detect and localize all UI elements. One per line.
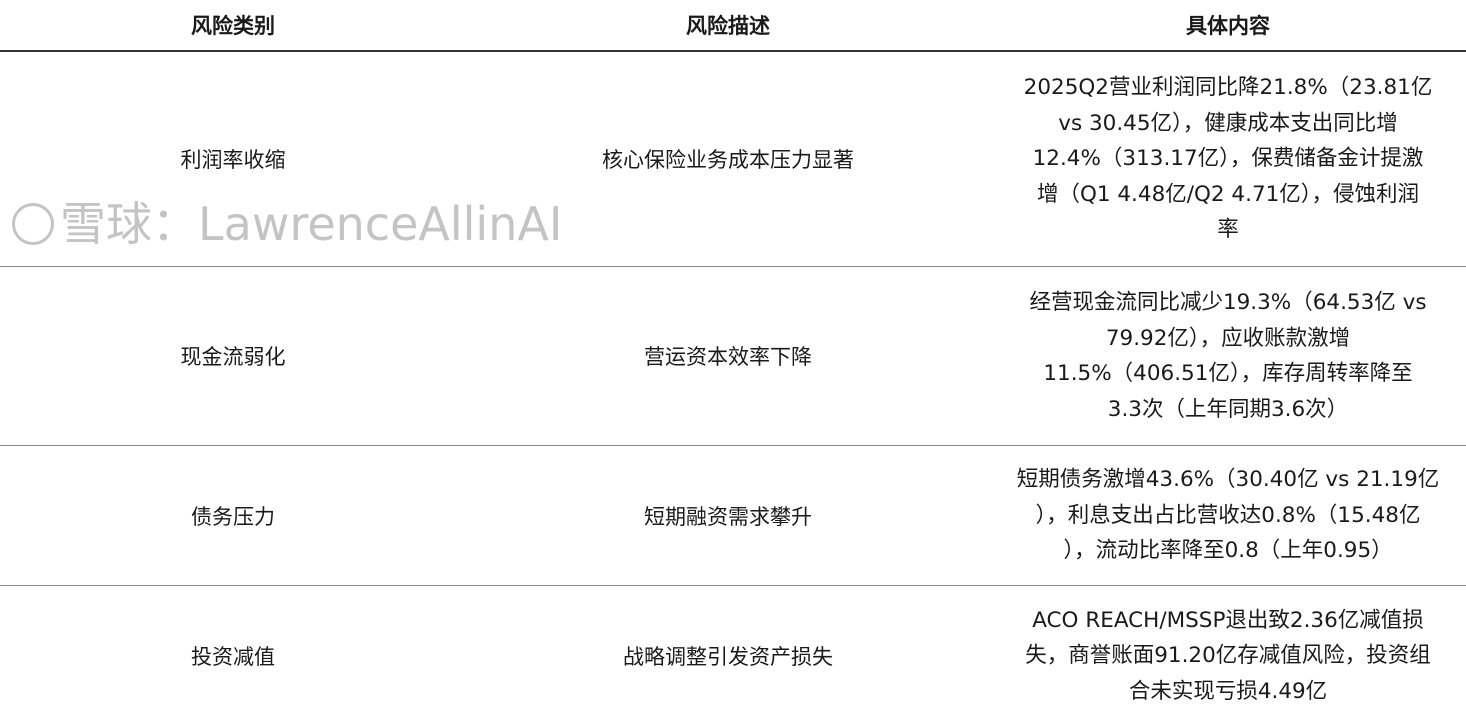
content-line: ），流动比率降至0.8（上年0.95） [990, 533, 1466, 569]
header-description: 风险描述 [466, 0, 990, 51]
content-line: 11.5%（406.51亿），库存周转率降至 [990, 356, 1466, 392]
content-line: 经营现金流同比减少19.3%（64.53亿 vs [990, 285, 1466, 321]
risk-content-cell: ACO REACH/MSSP退出致2.36亿减值损失，商誉账面91.20亿存减值… [990, 586, 1466, 726]
risk-description-cell: 战略调整引发资产损失 [466, 586, 990, 726]
content-line: 合未实现亏损4.49亿 [990, 674, 1466, 710]
risk-category-cell: 债务压力 [0, 446, 466, 586]
header-category: 风险类别 [0, 0, 466, 51]
header-content: 具体内容 [990, 0, 1466, 51]
content-line: 增（Q1 4.48亿/Q2 4.71亿），侵蚀利润 [990, 177, 1466, 213]
content-line: ），利息支出占比营收达0.8%（15.48亿 [990, 498, 1466, 534]
content-line: 失，商誉账面91.20亿存减值风险，投资组 [990, 638, 1466, 674]
content-line: 12.4%（313.17亿），保费储备金计提激 [990, 141, 1466, 177]
risk-description-cell: 营运资本效率下降 [466, 267, 990, 446]
content-line: 短期债务激增43.6%（30.40亿 vs 21.19亿 [990, 462, 1466, 498]
watermark: 雪球：LawrenceAllinAI [12, 196, 562, 252]
content-line: vs 30.45亿），健康成本支出同比增 [990, 106, 1466, 142]
content-line: 3.3次（上年同期3.6次） [990, 392, 1466, 428]
risk-content-cell: 短期债务激增43.6%（30.40亿 vs 21.19亿），利息支出占比营收达0… [990, 446, 1466, 586]
watermark-text: 雪球：LawrenceAllinAI [60, 196, 562, 252]
content-line: ACO REACH/MSSP退出致2.36亿减值损 [990, 603, 1466, 639]
risk-category-cell: 现金流弱化 [0, 267, 466, 446]
content-line: 率 [990, 212, 1466, 248]
header-row: 风险类别 风险描述 具体内容 [0, 0, 1466, 51]
content-line: 79.92亿），应收账款激增 [990, 321, 1466, 357]
table-row: 债务压力短期融资需求攀升短期债务激增43.6%（30.40亿 vs 21.19亿… [0, 446, 1466, 586]
xueqiu-logo-icon [12, 203, 54, 245]
content-line: 2025Q2营业利润同比降21.8%（23.81亿 [990, 70, 1466, 106]
risk-description-cell: 短期融资需求攀升 [466, 446, 990, 586]
risk-category-cell: 投资减值 [0, 586, 466, 726]
